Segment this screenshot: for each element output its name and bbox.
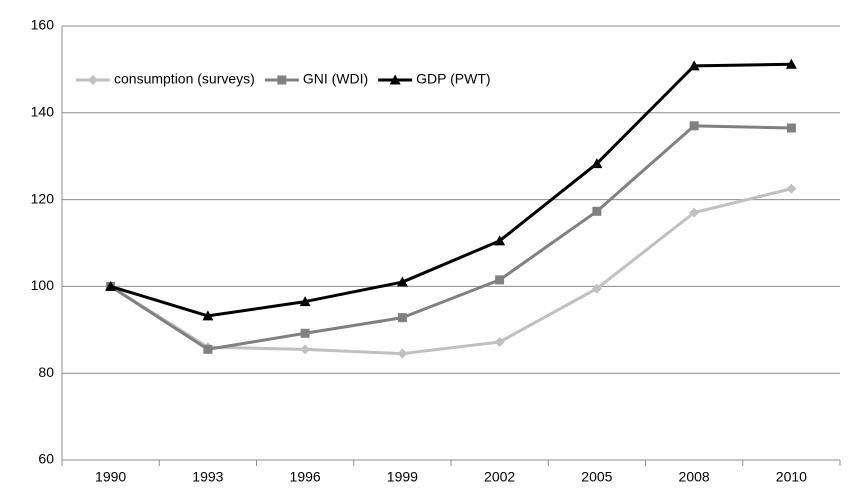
legend-label: consumption (surveys): [114, 71, 255, 87]
x-tick-label: 2008: [679, 469, 710, 485]
marker: [203, 344, 213, 354]
marker: [785, 58, 797, 69]
marker: [389, 74, 401, 85]
x-tick-label: 1990: [95, 469, 126, 485]
marker: [688, 60, 700, 71]
y-tick-label: 80: [38, 364, 54, 380]
x-tick-label: 2002: [484, 469, 515, 485]
marker: [591, 158, 603, 169]
marker: [105, 280, 117, 291]
marker: [300, 344, 311, 355]
marker: [494, 336, 505, 347]
legend-label: GDP (PWT): [416, 71, 490, 87]
marker: [689, 207, 700, 218]
marker: [786, 123, 796, 133]
x-tick-label: 1993: [192, 469, 223, 485]
marker: [495, 275, 505, 285]
y-tick-label: 160: [31, 17, 55, 33]
marker: [397, 313, 407, 323]
y-tick-label: 140: [31, 104, 55, 120]
marker: [786, 183, 797, 194]
y-tick-label: 100: [31, 277, 55, 293]
marker: [277, 75, 287, 85]
x-tick-label: 1999: [387, 469, 418, 485]
marker: [397, 348, 408, 359]
marker: [591, 283, 602, 294]
x-tick-label: 2005: [581, 469, 612, 485]
marker: [396, 276, 408, 287]
series-line: [109, 187, 792, 356]
y-tick-label: 60: [38, 451, 54, 467]
marker: [592, 206, 602, 216]
series-line: [109, 124, 792, 351]
marker: [299, 296, 311, 307]
marker: [494, 235, 506, 246]
marker: [300, 328, 310, 338]
series-line: [110, 62, 792, 318]
x-tick-label: 2010: [776, 469, 807, 485]
marker: [202, 310, 214, 321]
marker: [689, 121, 699, 131]
marker: [88, 75, 98, 85]
x-tick-label: 1996: [290, 469, 321, 485]
y-tick-label: 120: [31, 190, 55, 206]
legend-label: GNI (WDI): [303, 71, 368, 87]
